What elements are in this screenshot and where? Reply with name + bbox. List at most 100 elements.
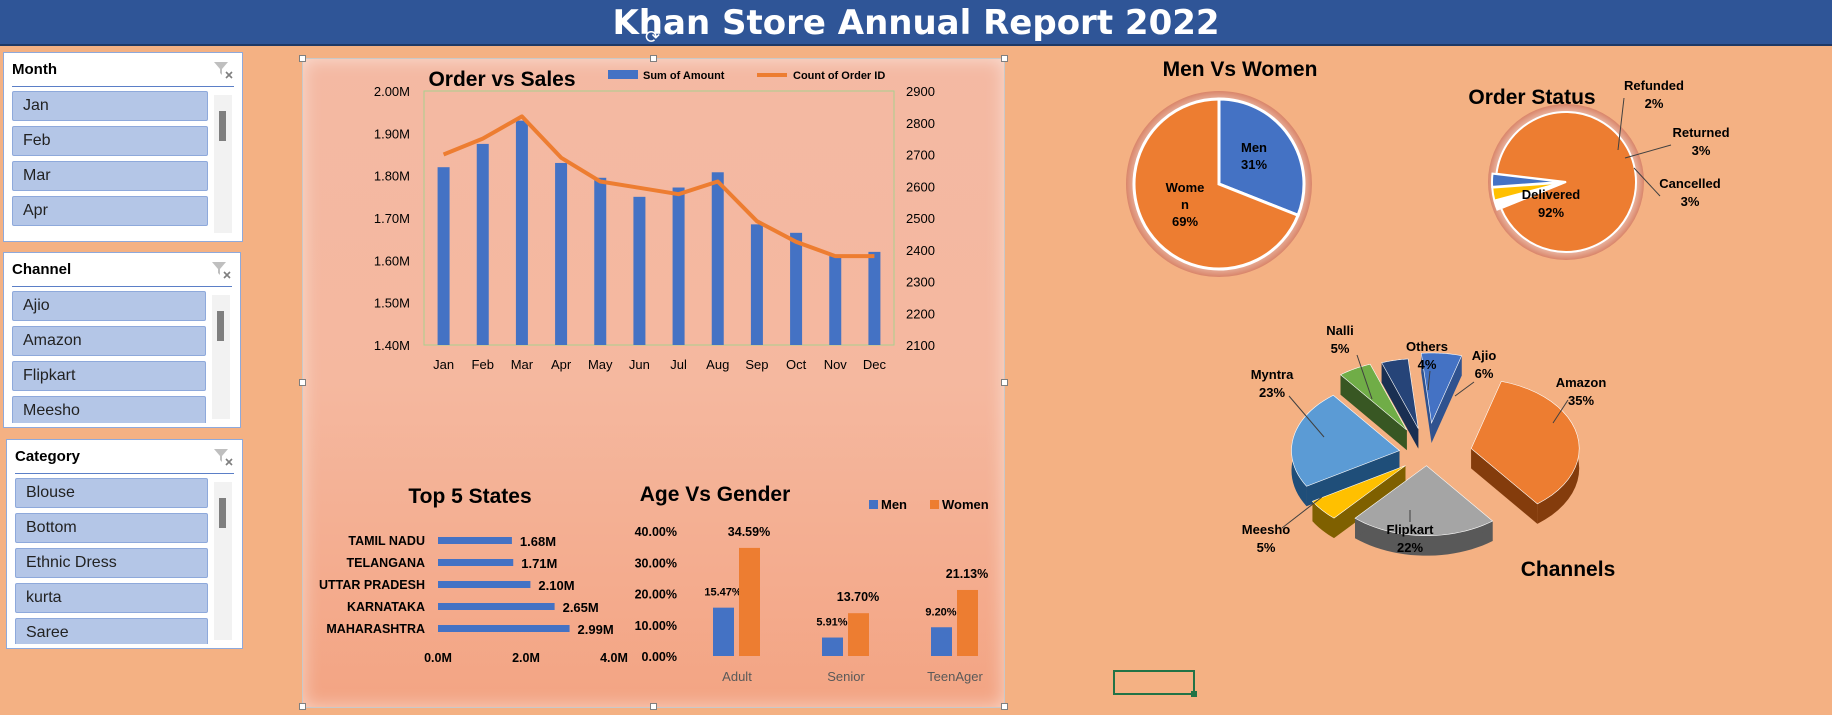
slicer-item-amazon[interactable]: Amazon [12,326,206,356]
category-slicer[interactable]: Category Blouse Bottom Ethnic Dress kurt… [6,439,243,649]
slice-percent: 2% [1645,96,1664,111]
y-tick-label: 20.00% [635,588,677,602]
y-right-tick-label: 2900 [906,84,935,99]
x-tick-label: TeenAger [927,669,983,684]
state-label: KARNATAKA [347,600,425,614]
slice-label: Men [1241,140,1267,155]
slice-edge [1381,362,1419,449]
slicer-scrollbar[interactable] [212,295,230,419]
sales-bar [633,196,646,345]
resize-handle[interactable] [299,379,306,386]
fill-handle[interactable] [1191,691,1197,697]
y-left-tick-label: 1.70M [374,211,410,226]
selected-cell[interactable] [1113,670,1197,697]
legend-swatch-women [930,500,939,509]
scrollbar-thumb[interactable] [217,311,224,341]
y-left-tick-label: 1.90M [374,126,410,141]
resize-handle[interactable] [299,703,306,710]
legend-label-men: Men [881,497,907,512]
resize-handle[interactable] [650,703,657,710]
state-label: TELANGANA [347,556,425,570]
state-bar [438,581,531,588]
plot-area [423,90,895,346]
sales-bar [555,162,568,345]
sales-bar [515,120,528,345]
x-tick-label: Jan [433,357,454,372]
chart-title: Men Vs Women [1163,58,1318,81]
x-tick-label: Apr [551,357,572,372]
slice-label: Delivered [1522,187,1581,202]
sales-bar [711,172,724,345]
bar-value-label: 34.59% [728,525,770,539]
slicer-item-feb[interactable]: Feb [12,126,208,156]
y-right-tick-label: 2300 [906,275,935,290]
x-tick-label: Oct [786,357,807,372]
clear-filter-icon[interactable] [212,447,234,467]
channel-slicer[interactable]: Channel Ajio Amazon Flipkart Meesho [3,252,241,428]
slicer-item-flipkart[interactable]: Flipkart [12,361,206,391]
slicer-item-meesho[interactable]: Meesho [12,396,206,423]
slice-percent: 4% [1418,357,1437,372]
pie-slice [1491,172,1563,188]
men-bar [931,627,952,656]
leader-line [1454,381,1475,397]
resize-handle[interactable] [650,55,657,62]
state-bar [438,603,555,610]
slice-percent: 22% [1397,540,1423,555]
rotate-handle-icon[interactable]: ⟳ [645,27,661,47]
y-left-tick-label: 1.40M [374,338,410,353]
orders-series-line [442,114,875,259]
slicer-item-bottom[interactable]: Bottom [15,513,208,543]
slicer-scrollbar[interactable] [214,482,232,640]
chart-title: Order Status [1468,86,1595,109]
resize-handle[interactable] [1001,379,1008,386]
sales-bar [790,232,803,345]
chart-title: Order vs Sales [428,68,575,91]
slicer-scrollbar[interactable] [214,95,232,233]
women-bar [848,613,869,656]
y-tick-label: 40.00% [635,525,677,539]
leader-line [1427,370,1431,391]
legend-swatch-men [869,500,878,509]
slicer-item-blouse[interactable]: Blouse [15,478,208,508]
slicer-item-ethnic-dress[interactable]: Ethnic Dress [15,548,208,578]
chart-title: Top 5 States [408,485,531,508]
clear-filter-icon[interactable] [210,260,232,280]
state-bar [438,559,514,566]
scrollbar-thumb[interactable] [219,498,226,528]
slicer-item-kurta[interactable]: kurta [15,583,208,613]
pie-slice [1132,97,1300,271]
slice-percent: 3% [1681,194,1700,209]
x-tick-label: Jun [629,357,650,372]
y-tick-label: 10.00% [635,619,677,633]
slicer-item-saree[interactable]: Saree [15,618,208,644]
women-bar [957,589,978,656]
x-tick-label: 0.0M [424,651,452,665]
slicer-item-apr[interactable]: Apr [12,196,208,226]
scrollbar-thumb[interactable] [219,111,226,141]
slicer-item-jan[interactable]: Jan [12,91,208,121]
sales-bar [868,251,881,345]
resize-handle[interactable] [299,55,306,62]
resize-handle[interactable] [1001,703,1008,710]
month-slicer[interactable]: Month Jan Feb Mar Apr [3,52,243,242]
state-label: UTTAR PRADESH [319,578,425,592]
slice-percent: 92% [1538,205,1564,220]
clear-filter-icon[interactable] [212,60,234,80]
y-right-tick-label: 2800 [906,116,935,131]
slicer-item-mar[interactable]: Mar [12,161,208,191]
legend-swatch-amount [608,70,638,79]
slice-edge [1306,450,1400,507]
slicer-item-ajio[interactable]: Ajio [12,291,206,321]
pie-slice [1291,394,1401,487]
slice-percent: 35% [1568,393,1594,408]
x-tick-label: Sep [745,357,768,372]
slicer-title: Month [12,61,57,78]
resize-handle[interactable] [1001,55,1008,62]
